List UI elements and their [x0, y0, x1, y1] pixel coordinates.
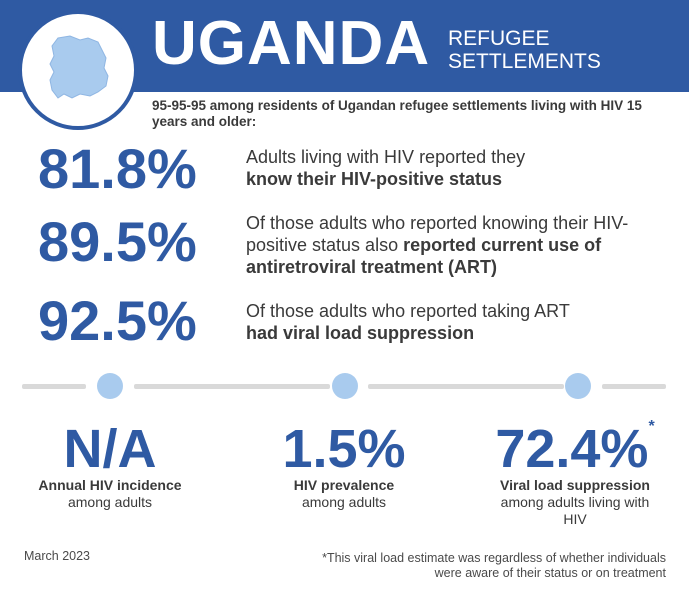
intro-text: 95-95-95 among residents of Ugandan refu…	[152, 98, 642, 129]
page-title: UGANDA	[152, 9, 431, 78]
report-date: March 2023	[24, 549, 91, 563]
stat-text-bold-3: had viral load suppression	[246, 323, 475, 343]
kpi-label-plain-1: among adults	[67, 494, 153, 510]
stat-description-1: Adults living with HIV reported they kno…	[246, 146, 666, 190]
map-badge	[18, 10, 138, 130]
kpi-value-prevalence: 1.5%	[282, 419, 406, 479]
stat-description-3: Of those adults who reported taking ART …	[246, 300, 586, 344]
stat-value-1: 81.8%	[38, 137, 197, 200]
stat-text-plain-3: Of those adults who reported taking ART	[246, 301, 570, 321]
stat-value-3: 92.5%	[38, 289, 197, 352]
subtitle-line-1: REFUGEE	[448, 27, 550, 50]
stat-value-2: 89.5%	[38, 210, 197, 273]
stat-text-plain-1: Adults living with HIV reported they	[246, 147, 526, 167]
kpi-label-suppression: Viral load suppression among adults livi…	[490, 477, 660, 528]
page-subtitle: REFUGEE SETTLEMENTS	[448, 27, 648, 73]
timeline-dot-3	[565, 373, 591, 399]
kpi-label-plain-3: among adults living with HIV	[500, 494, 650, 527]
divider-segment	[22, 384, 86, 389]
stat-text-bold-1: know their HIV-positive status	[246, 169, 503, 189]
stat-text-bold-2: reported current use of antiretroviral t…	[246, 235, 602, 277]
kpi-label-prevalence: HIV prevalence among adults	[244, 477, 444, 511]
kpi-value-suppression-number: 72.4%	[495, 419, 649, 479]
timeline-divider	[22, 373, 666, 399]
divider-segment	[368, 384, 564, 389]
kpi-label-bold-1: Annual HIV incidence	[38, 477, 182, 493]
stat-text-plain-2: Of those adults who reported knowing the…	[246, 213, 629, 255]
kpi-value-suppression: 72.4%*	[470, 418, 680, 480]
timeline-dot-2	[332, 373, 358, 399]
footnote-asterisk: *	[648, 418, 655, 435]
divider-segment	[134, 384, 330, 389]
divider-segment	[602, 384, 666, 389]
timeline-dot-1	[97, 373, 123, 399]
kpi-label-plain-2: among adults	[301, 494, 387, 510]
kpi-label-incidence: Annual HIV incidence among adults	[10, 477, 210, 511]
kpi-value-incidence: N/A	[63, 419, 157, 479]
uganda-map-icon	[49, 35, 109, 99]
kpi-label-bold-2: HIV prevalence	[293, 477, 395, 493]
kpi-label-bold-3: Viral load suppression	[500, 477, 650, 493]
stat-description-2: Of those adults who reported knowing the…	[246, 212, 671, 278]
subtitle-line-2: SETTLEMENTS	[448, 50, 601, 73]
footnote: *This viral load estimate was regardless…	[322, 551, 666, 580]
